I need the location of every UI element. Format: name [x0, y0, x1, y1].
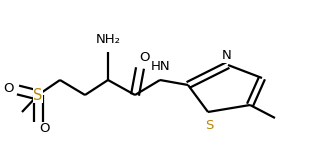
- Text: NH₂: NH₂: [95, 33, 121, 46]
- Text: HN: HN: [151, 60, 171, 73]
- Text: S: S: [205, 119, 213, 132]
- Text: O: O: [40, 122, 50, 135]
- Text: S: S: [33, 87, 43, 102]
- Text: O: O: [4, 82, 14, 96]
- Text: N: N: [222, 49, 232, 62]
- Text: O: O: [139, 51, 149, 64]
